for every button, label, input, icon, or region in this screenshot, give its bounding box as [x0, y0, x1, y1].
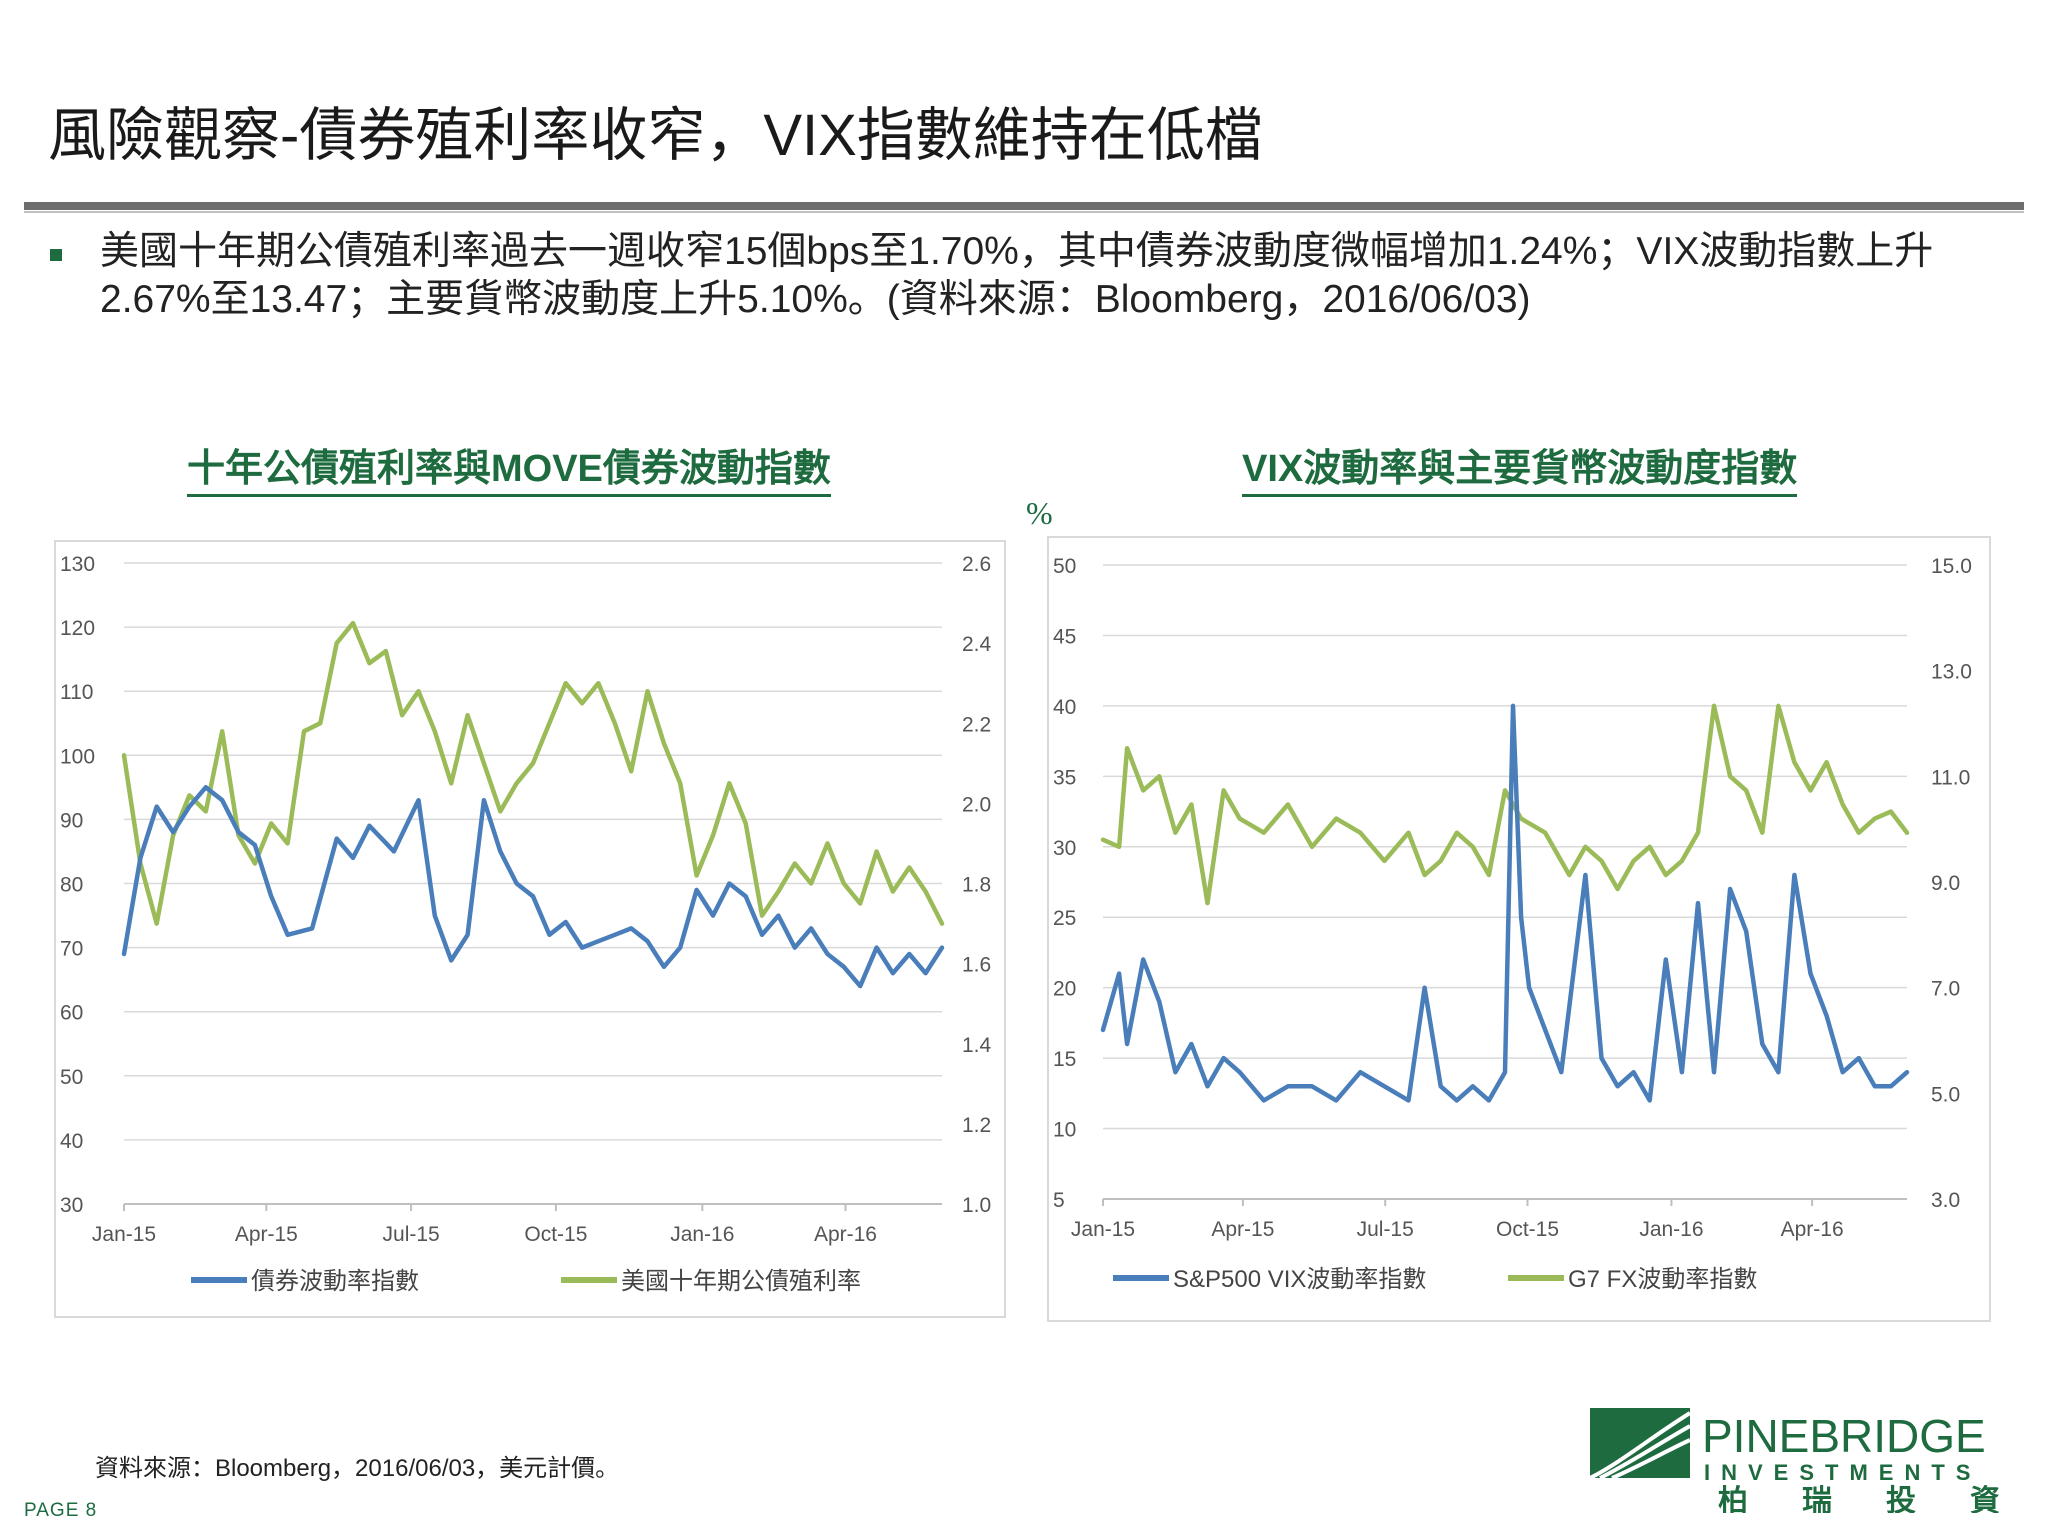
series-line-1	[1100, 703, 1910, 906]
bullet-square-icon	[50, 249, 62, 261]
x-tick-label: Oct-15	[524, 1223, 587, 1246]
y-left-tick-label: 90	[60, 809, 83, 832]
vix-fx-vol-chart: 50 45 40 35 30 25 20 15 10 5 15.0 13.0 11.0 9.0 7.0 5.0…	[1053, 555, 1972, 1293]
y-left-tick-label: 25	[1053, 907, 1076, 930]
x-tick-label: Apr-15	[1211, 1218, 1274, 1241]
x-tick-label: Apr-16	[814, 1223, 877, 1246]
series-line-0	[121, 785, 945, 989]
logo-char-2: 瑞	[1802, 1485, 1832, 1513]
series-line-1	[121, 620, 945, 926]
summary-bullet: 美國十年期公債殖利率過去一週收窄15個bps至1.70%，其中債券波動度微幅增加…	[100, 230, 1934, 321]
x-tick-label: Jan-15	[1071, 1218, 1135, 1241]
y-right-tick-label: 7.0	[1931, 978, 1960, 1001]
source-footnote: 資料來源：Bloomberg，2016/06/03，美元計價。	[95, 1455, 620, 1482]
logo-wordmark: PINEBRIDGE	[1702, 1410, 1986, 1462]
legend-label: 債券波動率指數	[251, 1268, 419, 1295]
x-tick-label: Apr-15	[235, 1223, 298, 1246]
logo-subtitle: INVESTMENTS	[1704, 1460, 1981, 1485]
y-left-tick-label: 80	[60, 874, 83, 897]
y-left-tick-label: 20	[1053, 978, 1076, 1001]
y-left-tick-label: 60	[60, 1002, 83, 1025]
legend-label: 美國十年期公債殖利率	[621, 1268, 861, 1295]
title-divider-shadow	[24, 211, 2024, 213]
x-tick-label: Jul-15	[383, 1223, 440, 1246]
y-left-tick-label: 10	[1053, 1119, 1076, 1142]
legend-label: G7 FX波動率指數	[1568, 1266, 1757, 1293]
y-left-tick-label: 40	[60, 1130, 83, 1153]
y-right-tick-label: 1.0	[962, 1194, 991, 1217]
series-line-0	[1100, 703, 1910, 1103]
y-right-tick-label: 3.0	[1931, 1189, 1960, 1212]
logo-char-4: 資	[1970, 1485, 2000, 1513]
y-right-tick-label: 1.4	[962, 1034, 992, 1057]
page-title: 風險觀察-債券殖利率收窄，VIX指數維持在低檔	[48, 103, 1263, 168]
bond-yield-move-chart: 130 120 110 100 90 80 70 60 50 40 30 2.6 2.4 2.2 2.0 1.…	[60, 553, 992, 1295]
y-left-tick-label: 30	[60, 1194, 83, 1217]
pinebridge-logo: PINEBRIDGE INVESTMENTS 柏 瑞 投 資	[1589, 1408, 2020, 1518]
y-right-tick-label: 2.2	[962, 713, 991, 736]
y-right-tick-label: 2.4	[962, 633, 992, 656]
logo-char-3: 投	[1886, 1485, 1916, 1513]
y-right-tick-label: 2.6	[962, 553, 991, 576]
pinebridge-logo-mark: PINEBRIDGE INVESTMENTS 柏 瑞 投 資	[1589, 1408, 2000, 1518]
y-right-tick-label: 1.8	[962, 874, 991, 897]
x-tick-label: Apr-16	[1781, 1218, 1844, 1241]
y-left-tick-label: 5	[1053, 1189, 1065, 1212]
y-right-tick-label: 5.0	[1931, 1083, 1960, 1106]
y-left-tick-label: 35	[1053, 766, 1076, 789]
y-left-tick-label: 100	[60, 745, 95, 768]
y-left-tick-label: 70	[60, 938, 83, 961]
y-right-tick-label: 13.0	[1931, 661, 1972, 684]
chart-left-title: 十年公債殖利率與MOVE債券波動指數	[187, 437, 831, 497]
x-tick-label: Oct-15	[1496, 1218, 1559, 1241]
y-left-tick-label: 50	[60, 1066, 83, 1089]
x-tick-label: Jul-15	[1357, 1218, 1414, 1241]
y-left-tick-label: 45	[1053, 625, 1076, 648]
y-right-tick-label: 11.0	[1931, 766, 1970, 789]
title-divider	[24, 202, 2024, 210]
y-left-tick-label: 110	[60, 681, 93, 704]
logo-char-1: 柏	[1718, 1485, 1748, 1513]
percent-unit-label: %	[1026, 495, 1053, 531]
y-left-tick-label: 40	[1053, 696, 1076, 719]
y-right-tick-label: 2.0	[962, 793, 991, 816]
x-tick-label: Jan-16	[670, 1223, 734, 1246]
y-right-tick-label: 1.6	[962, 954, 991, 977]
chart-left-panel: 130 120 110 100 90 80 70 60 50 40 30 2.6 2.4 2.2 2.0 1.…	[54, 540, 1006, 1318]
y-left-tick-label: 120	[60, 617, 95, 640]
y-left-tick-label: 50	[1053, 555, 1076, 578]
y-left-tick-label: 15	[1053, 1048, 1076, 1071]
legend-label: S&P500 VIX波動率指數	[1173, 1266, 1426, 1293]
y-left-tick-label: 30	[1053, 837, 1076, 860]
x-tick-label: Jan-16	[1639, 1218, 1703, 1241]
chart-right-title: VIX波動率與主要貨幣波動度指數	[1242, 437, 1798, 497]
chart-right-panel: 50 45 40 35 30 25 20 15 10 5 15.0 13.0 11.0 9.0 7.0 5.0…	[1047, 536, 1991, 1322]
y-right-tick-label: 1.2	[962, 1114, 991, 1137]
x-tick-label: Jan-15	[92, 1223, 156, 1246]
y-left-tick-label: 130	[60, 553, 95, 576]
y-right-tick-label: 9.0	[1931, 872, 1960, 895]
page-number: PAGE 8	[24, 1500, 98, 1521]
y-right-tick-label: 15.0	[1931, 555, 1972, 578]
